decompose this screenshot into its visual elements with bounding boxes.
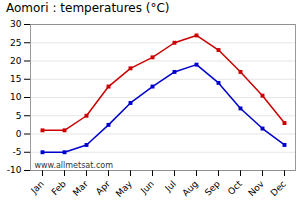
svg-text:5: 5 — [16, 111, 22, 121]
svg-text:Nov: Nov — [246, 178, 266, 198]
svg-text:Mar: Mar — [71, 178, 90, 197]
svg-text:Aug: Aug — [180, 179, 200, 198]
svg-text:Jul: Jul — [162, 179, 177, 194]
svg-text:Jan: Jan — [28, 179, 46, 197]
svg-text:Sep: Sep — [203, 179, 222, 198]
svg-text:0: 0 — [16, 129, 22, 139]
svg-text:-5: -5 — [13, 147, 22, 157]
svg-text:20: 20 — [10, 56, 22, 66]
svg-text:30: 30 — [10, 19, 22, 29]
svg-text:Oct: Oct — [226, 178, 244, 196]
svg-text:-10: -10 — [7, 165, 22, 175]
html-text:Aomori : temperatures (°C): Aomori : temperatures (°C) — [6, 1, 170, 15]
svg-text:Feb: Feb — [50, 179, 69, 198]
svg-text:15: 15 — [10, 74, 21, 84]
svg-text:Dec: Dec — [269, 179, 288, 198]
svg-text:25: 25 — [10, 38, 21, 48]
svg-text:10: 10 — [10, 92, 22, 102]
svg-text:Jun: Jun — [138, 179, 156, 197]
svg-text:Apr: Apr — [94, 179, 112, 197]
svg-text:May: May — [114, 178, 135, 198]
svg-text:www.allmetsat.com: www.allmetsat.com — [35, 161, 114, 170]
